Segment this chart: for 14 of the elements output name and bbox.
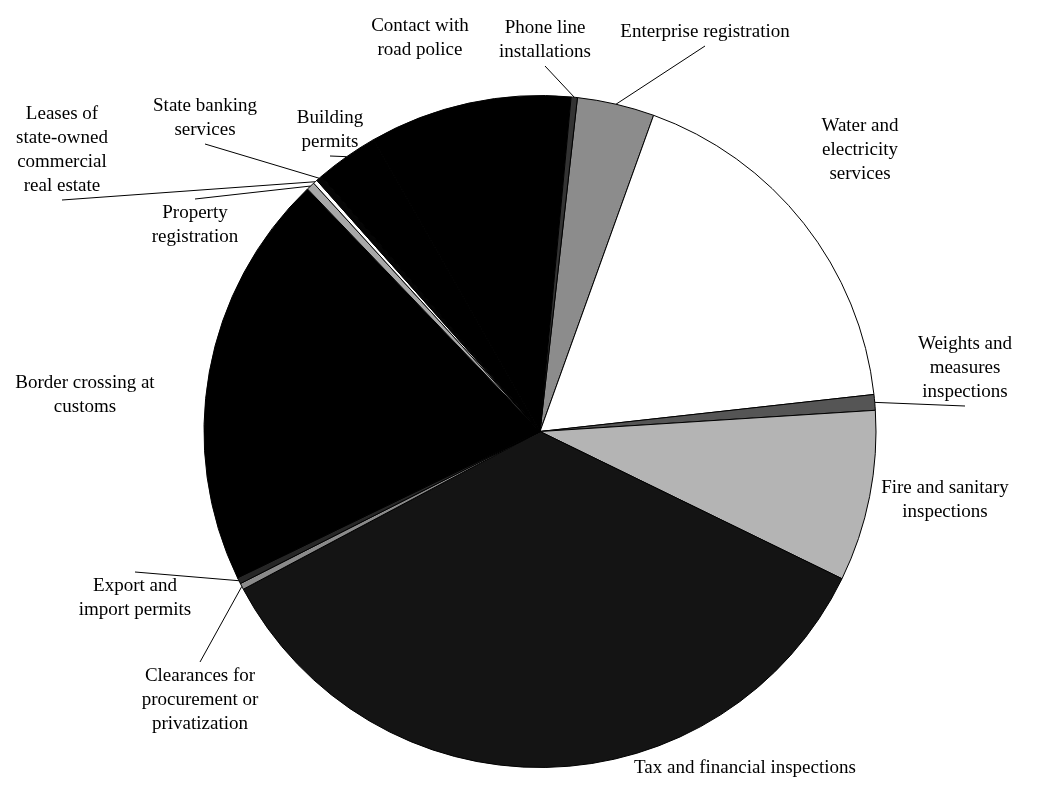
slice-label: Contact with road police [371, 13, 470, 59]
slice-label: Leases of state-owned commercial real estate [16, 101, 109, 195]
slice-label: Phone line installations [499, 15, 591, 61]
slice-label: Export and import permits [78, 573, 192, 619]
slice-label: Clearances for procurement or privatization [141, 663, 259, 733]
slice-label: Tax and financial inspections [634, 755, 856, 777]
slice-label: Enterprise registration [620, 19, 791, 41]
slice-label: Property registration [151, 200, 239, 246]
slice-label: State banking services [153, 93, 258, 139]
slice-label: Water and electricity services [821, 113, 900, 183]
slice-label: Weights and measures inspections [918, 331, 1013, 401]
slice-label: Border crossing at customs [15, 370, 156, 416]
slice-label: Building permits [296, 105, 364, 151]
slice-label: Fire and sanitary inspections [881, 475, 1010, 521]
